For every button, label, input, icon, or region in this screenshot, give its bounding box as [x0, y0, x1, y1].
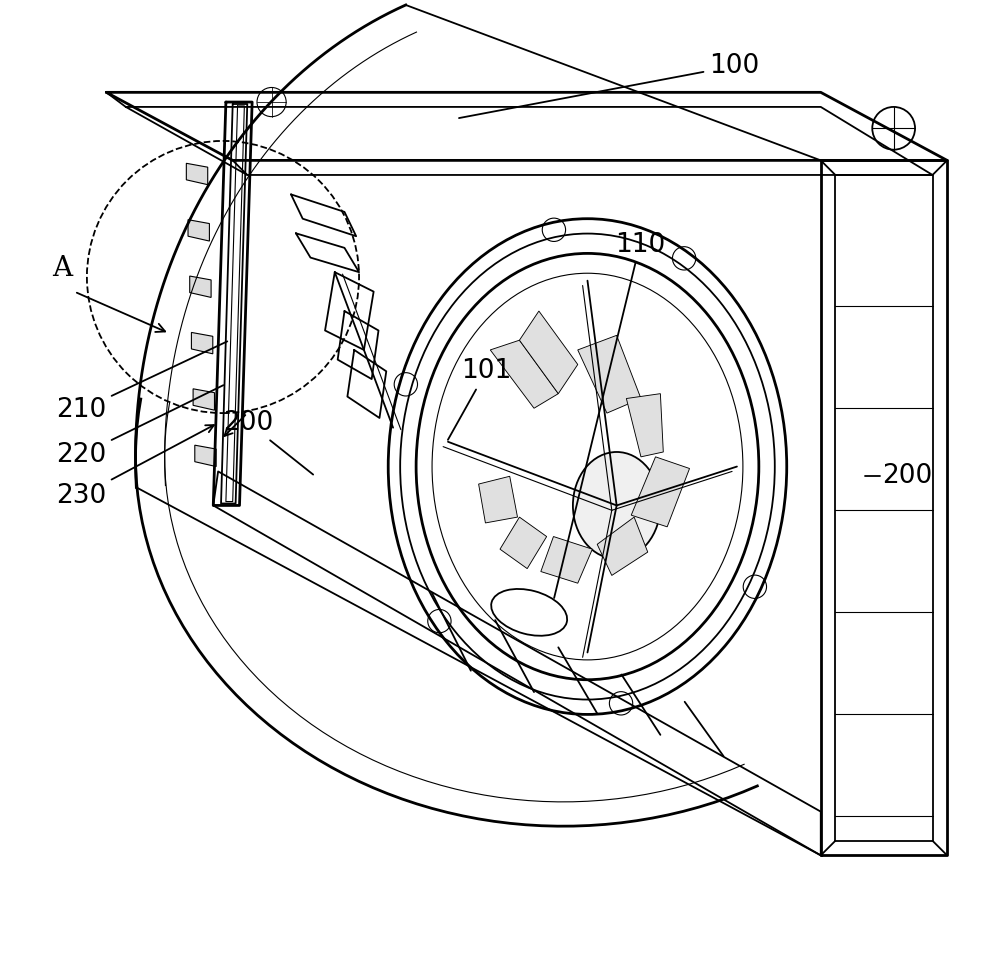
Polygon shape — [190, 276, 211, 297]
Polygon shape — [578, 335, 641, 413]
Polygon shape — [519, 311, 578, 394]
Polygon shape — [479, 476, 517, 523]
Text: 100: 100 — [459, 53, 759, 118]
Text: 200: 200 — [223, 410, 313, 474]
Text: A: A — [53, 255, 73, 282]
Text: 230: 230 — [56, 425, 214, 508]
Polygon shape — [188, 220, 209, 241]
Polygon shape — [490, 340, 558, 408]
Polygon shape — [541, 537, 592, 583]
Polygon shape — [500, 517, 547, 569]
Ellipse shape — [573, 452, 660, 559]
Polygon shape — [195, 445, 216, 467]
Polygon shape — [631, 457, 690, 527]
Polygon shape — [193, 389, 214, 410]
Text: 220: 220 — [56, 385, 223, 468]
Polygon shape — [597, 517, 648, 575]
Text: 210: 210 — [56, 341, 227, 423]
Text: 101: 101 — [448, 359, 511, 440]
Text: 110: 110 — [554, 232, 665, 598]
Text: 200: 200 — [882, 464, 932, 489]
Polygon shape — [191, 332, 213, 354]
Polygon shape — [626, 394, 663, 457]
Polygon shape — [186, 163, 208, 185]
